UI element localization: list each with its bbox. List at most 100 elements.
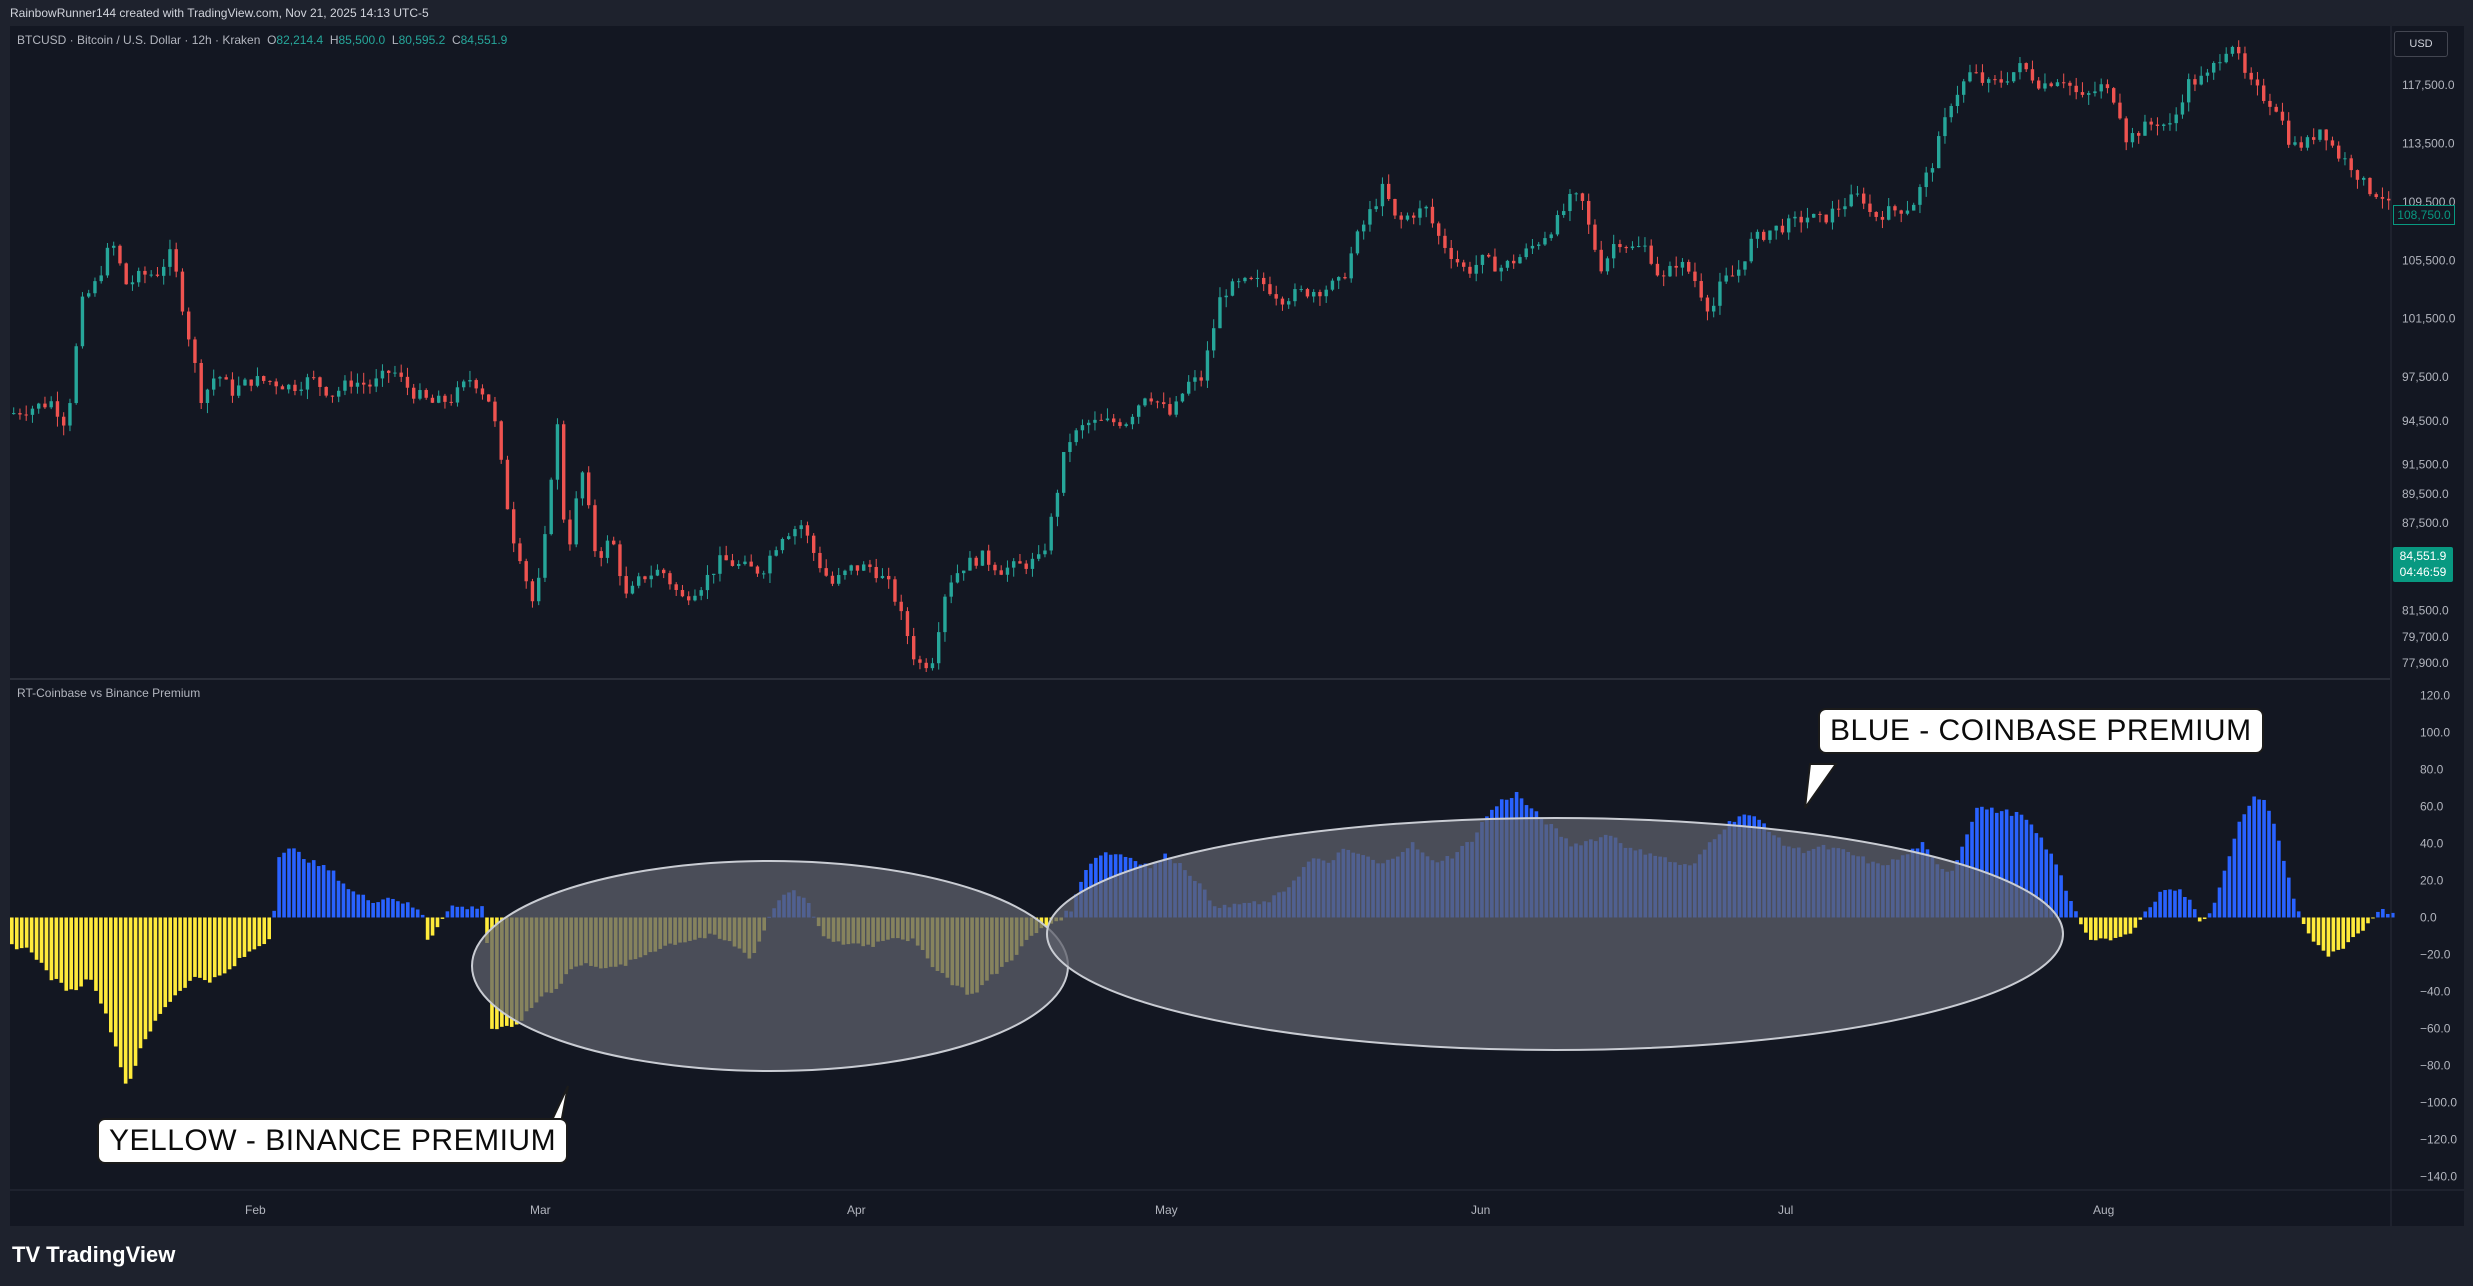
- coinbase-premium-bar: [450, 905, 455, 918]
- time-tick-label: Feb: [245, 1203, 266, 1217]
- candle-body: [593, 505, 597, 552]
- binance-premium-bar: [123, 917, 128, 1084]
- coinbase-premium-bar: [2232, 838, 2237, 918]
- binance-premium-bar: [2202, 917, 2207, 920]
- binance-premium-bar: [2336, 917, 2341, 950]
- candle-body: [1755, 231, 1760, 239]
- candle-body: [1987, 79, 1991, 83]
- coinbase-premium-bar: [2212, 902, 2217, 918]
- candle-body: [43, 403, 47, 408]
- binance-premium-bar: [94, 917, 98, 991]
- candle-body: [149, 274, 153, 276]
- candle-body: [2374, 194, 2378, 198]
- binance-premium-bar: [212, 917, 217, 978]
- candle-body: [1899, 210, 1903, 214]
- coinbase-premium-bar: [2267, 810, 2271, 918]
- candle-body: [1399, 215, 1403, 220]
- binance-premium-bar: [64, 917, 69, 991]
- candle-body: [387, 370, 391, 373]
- candle-body: [1187, 381, 1191, 394]
- indicator-legend[interactable]: RT-Coinbase vs Binance Premium: [17, 686, 201, 700]
- candle-body: [1543, 238, 1547, 245]
- candle-body: [2305, 137, 2310, 148]
- candle-body: [1705, 297, 1710, 312]
- candle-body: [837, 575, 841, 584]
- candle-body: [693, 595, 697, 601]
- binance-premium-bar: [143, 917, 148, 1040]
- candle-body: [55, 401, 60, 417]
- currency-button[interactable]: USD: [2394, 31, 2448, 57]
- candle-body: [893, 579, 897, 602]
- premium-tick-label: −120.0: [2420, 1133, 2457, 1147]
- candle-body: [862, 564, 866, 571]
- coinbase-premium-bar: [2049, 853, 2053, 918]
- candle-body: [512, 509, 516, 544]
- candle-body: [1218, 297, 1222, 329]
- candle-body: [1374, 206, 1378, 210]
- candle-body: [1730, 275, 1735, 277]
- candle-body: [118, 245, 122, 264]
- candle-body: [2193, 79, 2197, 85]
- candle-body: [1280, 298, 1285, 305]
- candle-body: [1355, 231, 1360, 254]
- price-tick-label: 113,500.0: [2402, 136, 2455, 150]
- coinbase-premium-bar: [396, 901, 400, 918]
- candle-body: [1424, 206, 1428, 209]
- candle-body: [612, 540, 616, 545]
- tradingview-brand[interactable]: TV TradingView: [12, 1240, 175, 1270]
- candle-body: [243, 379, 247, 386]
- binance-premium-bar: [2306, 917, 2311, 934]
- coinbase-premium-bar: [470, 906, 474, 918]
- candle-body: [1918, 187, 1922, 205]
- candle-body: [1149, 398, 1153, 402]
- binance-premium-bar: [29, 917, 34, 953]
- candle-body: [1143, 398, 1147, 406]
- candle-body: [662, 569, 666, 574]
- candle-body: [787, 536, 791, 539]
- premium-tick-label: −100.0: [2420, 1096, 2457, 1110]
- coinbase-premium-bar: [272, 910, 276, 918]
- candle-body: [655, 569, 660, 576]
- candle-body: [605, 540, 610, 558]
- candle-body: [1505, 260, 1510, 268]
- coinbase-premium-bar: [371, 902, 375, 918]
- candle-body: [799, 525, 803, 530]
- current-price-label: 84,551.9 04:46:59: [2393, 547, 2453, 582]
- premium-tick-label: −40.0: [2420, 985, 2451, 999]
- candle-body: [455, 387, 460, 403]
- binance-premium-bar: [2316, 917, 2321, 946]
- candle-body: [855, 565, 860, 571]
- coinbase-premium-bar: [455, 906, 460, 918]
- binance-premium-bar: [2197, 917, 2202, 922]
- candle-body: [330, 395, 335, 397]
- binance-premium-bar: [183, 917, 187, 988]
- premium-tick-label: −80.0: [2420, 1059, 2451, 1073]
- binance-premium-bar: [109, 917, 113, 1033]
- candle-body: [1118, 422, 1122, 426]
- candle-body: [912, 636, 916, 660]
- price-tick-label: 77,900.0: [2402, 656, 2449, 670]
- brand-name: TradingView: [46, 1242, 176, 1267]
- candle-body: [12, 413, 16, 415]
- candle-body: [299, 389, 303, 391]
- price-tick-label: 101,500.0: [2402, 312, 2456, 326]
- candle-body: [2093, 91, 2097, 94]
- candle-body: [674, 584, 678, 590]
- candle-body: [487, 394, 491, 402]
- chart-area[interactable]: 117,500.0 113,500.0 109,500.0 105,500.0 101,…: [10, 26, 2464, 1226]
- candle-body: [1405, 215, 1410, 220]
- coinbase-premium-bar: [2024, 819, 2029, 918]
- high-label: H: [329, 33, 339, 47]
- candle-body: [2212, 63, 2216, 73]
- coinbase-premium-bar: [297, 851, 301, 918]
- binance-premium-bar: [2361, 917, 2365, 931]
- symbol-legend[interactable]: BTCUSD · Bitcoin / U.S. Dollar · 12h · K…: [17, 33, 507, 47]
- coinbase-premium-bar: [2054, 864, 2058, 918]
- candle-body: [987, 550, 991, 565]
- binance-premium-bar: [99, 917, 103, 1004]
- price-chart[interactable]: 117,500.0113,500.0109,500.0105,500.0101,…: [10, 26, 2464, 1226]
- candle-body: [905, 611, 910, 637]
- candle-body: [1124, 424, 1128, 426]
- time-tick-label: Jul: [1778, 1203, 1793, 1217]
- candle-body: [1637, 246, 1641, 248]
